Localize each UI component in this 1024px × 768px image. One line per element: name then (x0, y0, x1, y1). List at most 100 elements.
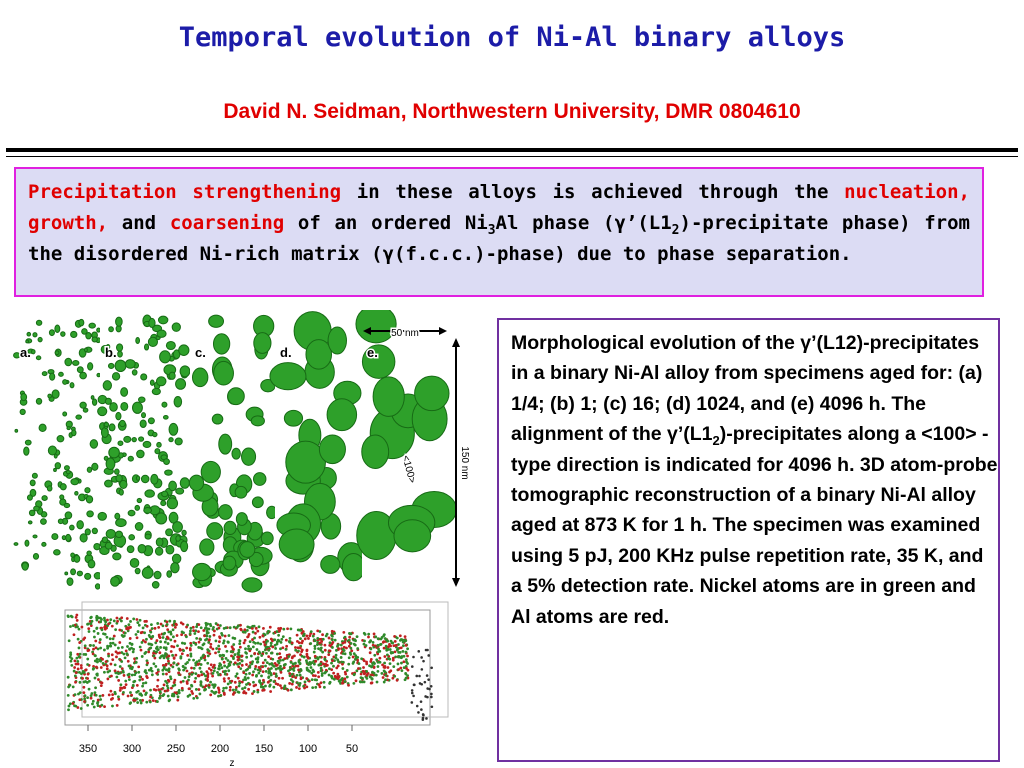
atom (166, 694, 170, 698)
atom (249, 654, 253, 658)
atom (302, 655, 306, 659)
atom (109, 618, 113, 622)
atom (223, 679, 226, 683)
atom (264, 664, 267, 668)
atom (427, 678, 430, 681)
precipitate (102, 380, 112, 391)
atom (207, 667, 211, 670)
atom (181, 679, 185, 683)
atom (248, 672, 251, 675)
atom (69, 659, 73, 663)
atom (262, 678, 265, 682)
atom (342, 630, 346, 634)
precipitate (38, 423, 47, 432)
atom (308, 669, 311, 673)
atom (134, 633, 138, 636)
atom (319, 646, 323, 650)
atom (322, 680, 326, 684)
atom (378, 660, 382, 664)
precipitate (100, 344, 110, 354)
subscript: 3 (487, 222, 496, 238)
atom (425, 674, 429, 677)
precipitate (111, 372, 121, 381)
precipitate (115, 316, 123, 327)
atom (279, 658, 282, 662)
atom (161, 654, 165, 658)
atom (118, 689, 122, 692)
atom (251, 624, 255, 628)
atom (105, 667, 109, 671)
atom (394, 643, 398, 647)
atom (288, 682, 292, 685)
precipitate (103, 422, 110, 428)
atom (126, 645, 129, 648)
atom (281, 635, 285, 639)
atom (159, 640, 162, 644)
atom (98, 638, 102, 641)
atom (291, 675, 294, 679)
precipitate (142, 440, 152, 448)
atom (349, 641, 353, 645)
atom (421, 716, 425, 720)
atom (96, 698, 100, 702)
atom (199, 683, 203, 687)
atom (209, 680, 212, 684)
atom (119, 686, 122, 690)
precipitate (79, 533, 88, 543)
atom (269, 690, 273, 693)
precipitate (260, 531, 274, 546)
atom (108, 669, 112, 673)
atom (297, 670, 301, 674)
atom (372, 632, 376, 636)
atom (255, 674, 258, 677)
atom (394, 655, 398, 659)
precipitate (305, 339, 333, 370)
atom (154, 641, 158, 645)
atom (254, 665, 258, 668)
atom (243, 686, 247, 690)
atom (209, 668, 213, 672)
atom (70, 615, 74, 619)
atom (224, 626, 228, 630)
atom (256, 641, 260, 645)
precipitate (54, 324, 61, 333)
atom (174, 622, 178, 626)
atom (259, 681, 263, 685)
precipitate (91, 462, 99, 471)
atom (284, 648, 288, 651)
precipitate (248, 551, 264, 568)
precipitate (115, 518, 127, 528)
atom (192, 641, 196, 645)
atom (198, 692, 202, 696)
atom (78, 641, 82, 644)
atom (204, 684, 208, 688)
atom (251, 638, 254, 641)
atom (341, 662, 344, 666)
figure: 350 300 250 200 150 100 50z 50 nm 150 nm <100>… (13, 310, 472, 768)
atom (156, 668, 160, 672)
precipitate (69, 524, 75, 531)
atom (129, 691, 132, 694)
atom (238, 639, 242, 643)
atom (117, 697, 121, 701)
atom (222, 693, 226, 696)
atom (186, 653, 190, 657)
atom (406, 668, 410, 672)
atom (71, 702, 75, 705)
atom (286, 688, 290, 692)
precipitate (53, 453, 58, 459)
atom (356, 647, 360, 650)
atom (113, 643, 117, 647)
atom (76, 652, 80, 656)
atom (164, 646, 168, 650)
atom (208, 652, 212, 656)
atom (317, 663, 321, 667)
atom (152, 662, 156, 666)
atom (92, 647, 95, 651)
atom (376, 650, 380, 654)
atom (241, 630, 245, 634)
atom (233, 637, 237, 640)
atom (97, 678, 100, 681)
atom (332, 664, 335, 668)
precipitate (156, 441, 162, 448)
